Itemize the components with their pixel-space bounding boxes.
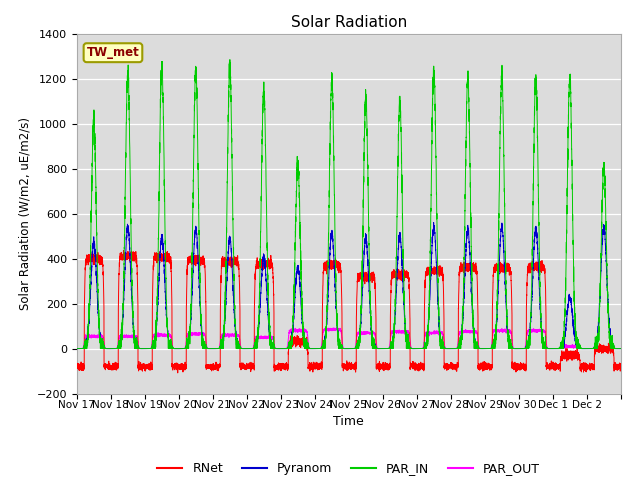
- Y-axis label: Solar Radiation (W/m2, uE/m2/s): Solar Radiation (W/m2, uE/m2/s): [18, 117, 31, 310]
- Title: Solar Radiation: Solar Radiation: [291, 15, 407, 30]
- Legend: RNet, Pyranom, PAR_IN, PAR_OUT: RNet, Pyranom, PAR_IN, PAR_OUT: [152, 457, 545, 480]
- Text: TW_met: TW_met: [86, 46, 140, 59]
- X-axis label: Time: Time: [333, 415, 364, 429]
